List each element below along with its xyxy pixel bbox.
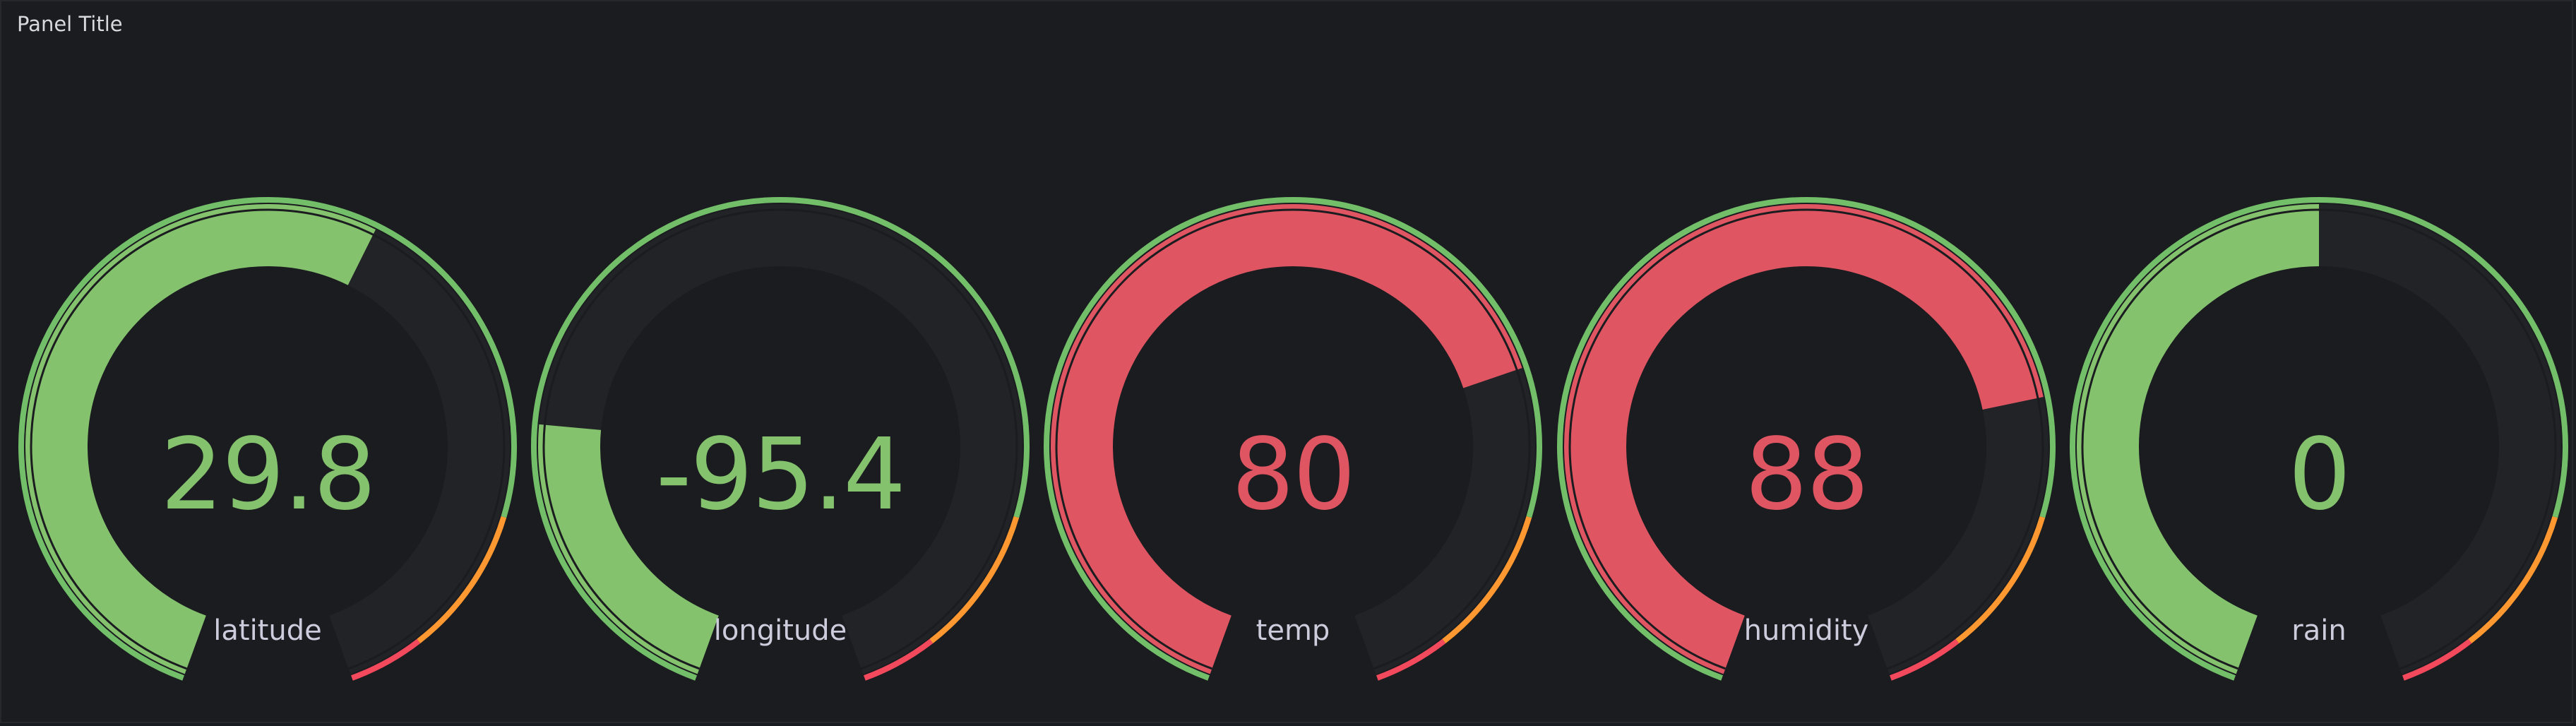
gauge-latitude: 29.8 latitude xyxy=(18,197,517,681)
threshold-segment-2 xyxy=(1890,638,1960,681)
gauge-humidity: 88 humidity xyxy=(1557,197,2056,681)
gauge-value-arc xyxy=(538,424,720,674)
gauge-value-text: 88 xyxy=(1745,417,1868,532)
threshold-segment-1 xyxy=(1955,516,2046,644)
threshold-segment-2 xyxy=(1376,638,1446,681)
gauge-label: humidity xyxy=(1744,614,1869,647)
threshold-segment-1 xyxy=(1442,516,1532,644)
gauge-separator xyxy=(2081,208,2557,670)
threshold-segment-2 xyxy=(864,638,934,681)
threshold-segment-0 xyxy=(1557,197,2056,681)
threshold-segment-1 xyxy=(929,516,1020,644)
gauge-temp: 80 temp xyxy=(1044,197,1542,681)
threshold-segment-2 xyxy=(351,638,421,681)
threshold-segment-1 xyxy=(417,516,507,644)
panel-title[interactable]: Panel Title xyxy=(17,12,123,36)
gauge-value-text: 80 xyxy=(1232,417,1354,532)
gauge-value-arc xyxy=(25,204,376,674)
gauge-label: rain xyxy=(2291,614,2346,647)
gauge-label: longitude xyxy=(714,614,847,647)
gauge-separator xyxy=(542,208,1018,670)
gauge-value-text: 29.8 xyxy=(160,417,375,532)
threshold-segment-0 xyxy=(18,197,517,681)
threshold-segment-0 xyxy=(1044,197,1542,681)
gauge-rain: 0 rain xyxy=(2070,197,2568,681)
threshold-segment-1 xyxy=(2468,516,2558,644)
gauge-separator xyxy=(1568,208,2044,670)
gauge-value-arc xyxy=(1564,204,2044,674)
gauge-label: latitude xyxy=(213,614,321,647)
gauge-label: temp xyxy=(1256,614,1330,647)
gauge-value-text: 0 xyxy=(2288,417,2349,532)
gauge-value-text: -95.4 xyxy=(656,417,905,532)
threshold-segment-2 xyxy=(2402,638,2472,681)
gauge-value-arc xyxy=(2077,204,2320,674)
gauge-value-arc xyxy=(1051,204,1522,674)
threshold-segment-0 xyxy=(2070,197,2568,681)
threshold-segment-0 xyxy=(531,197,1030,681)
gauge-separator xyxy=(1055,208,1531,670)
gauge-longitude: -95.4 longitude xyxy=(531,197,1030,681)
gauge-separator xyxy=(30,208,506,670)
